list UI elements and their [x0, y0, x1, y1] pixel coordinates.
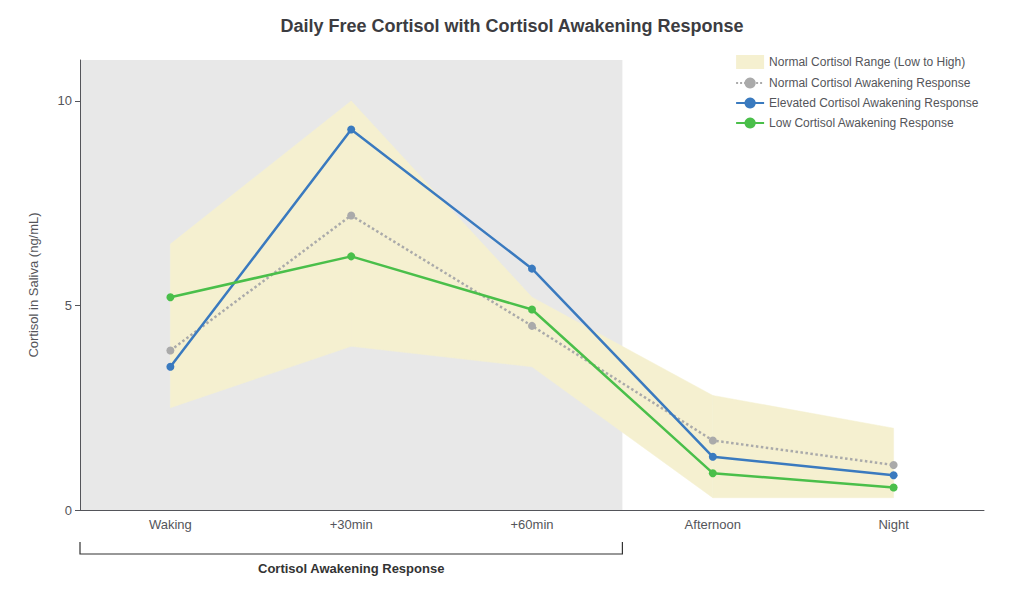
svg-text:Night: Night: [878, 517, 909, 532]
svg-text:Normal Cortisol Awakening Resp: Normal Cortisol Awakening Response: [769, 76, 971, 90]
svg-text:10: 10: [58, 93, 72, 108]
svg-text:5: 5: [65, 298, 72, 313]
svg-text:Afternoon: Afternoon: [685, 517, 741, 532]
svg-text:Elevated Cortisol Awakening Re: Elevated Cortisol Awakening Response: [769, 96, 979, 110]
svg-text:Daily Free Cortisol with Corti: Daily Free Cortisol with Cortisol Awaken…: [280, 16, 743, 36]
svg-text:Normal Cortisol Range (Low to: Normal Cortisol Range (Low to High): [769, 55, 965, 69]
svg-text:Cortisol in Saliva (ng/mL): Cortisol in Saliva (ng/mL): [26, 212, 41, 357]
svg-text:+60min: +60min: [511, 517, 554, 532]
svg-text:0: 0: [65, 503, 72, 518]
svg-text:Waking: Waking: [149, 517, 192, 532]
svg-text:+30min: +30min: [330, 517, 373, 532]
svg-text:Cortisol Awakening Response: Cortisol Awakening Response: [258, 561, 444, 576]
svg-text:Low Cortisol Awakening Respons: Low Cortisol Awakening Response: [769, 116, 954, 130]
